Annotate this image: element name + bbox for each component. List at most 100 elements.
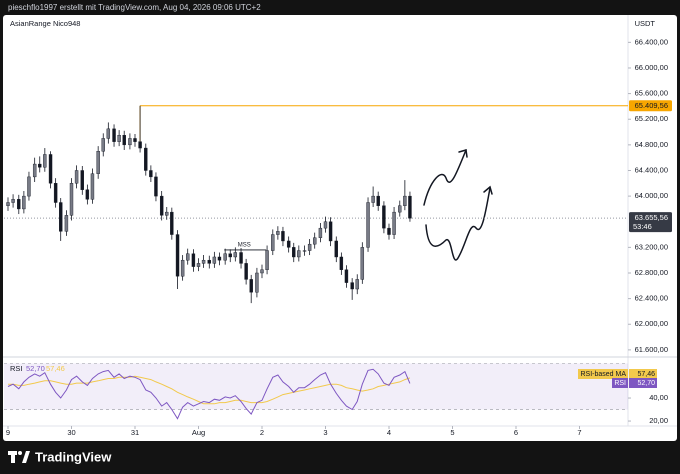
candle-body [312,237,317,245]
candle-body [217,256,222,261]
candle-body [355,279,359,290]
logo-shape [18,451,22,455]
candle-body [11,199,15,203]
x-tick-label: 5 [450,428,454,437]
rsi-ma-value: 57,46 [46,364,65,373]
header-text: pieschflo1997 erstellt mit TradingView.c… [8,3,261,12]
logo-shape [8,451,17,455]
y-tick-label: 62.800,00 [635,268,668,277]
candle-body [6,202,10,206]
x-tick-label: 4 [387,428,391,437]
candle-body [106,128,111,139]
candle-body [281,231,285,242]
rsi-value: 52,70 [26,364,45,373]
candle-body [128,138,132,146]
candle-body [302,250,307,252]
candle-body [165,211,169,216]
candle-body [276,231,280,235]
candle-body [133,138,137,142]
candle-body [17,199,21,210]
candle-body [244,263,248,280]
candle-body [408,195,412,219]
rsi-line [8,375,411,405]
rsi-legend-name-box [612,378,628,388]
candle-body [212,256,217,264]
candle-body [201,259,206,264]
x-tick-label: 31 [131,428,139,437]
candle-body [328,221,333,242]
x-tick-label: Aug [192,428,205,437]
candle-body [265,250,269,270]
candle-body [170,211,174,235]
candle-body [196,263,201,267]
candle-body [360,247,365,280]
logo-shape [22,451,30,463]
candle-body [371,195,375,203]
arrow-path [425,187,491,261]
candle-body [366,202,370,248]
candle-body [159,195,164,216]
candle-body [191,253,196,267]
candle-body [69,183,74,216]
candle-body [32,163,37,178]
candle-body [48,154,53,184]
candle-body [255,272,259,293]
last-price-label: 63.655,56 [635,213,668,222]
candle-body [186,253,190,261]
y-tick-label: 64.000,00 [635,191,668,200]
candle-body [382,205,386,229]
candle-body [144,147,148,171]
rsi-y-tick-label: 40,00 [649,393,668,402]
candle-body [271,234,275,251]
candle-body [292,247,296,258]
y-tick-label: 65.200,00 [635,114,668,123]
rsi-band [4,363,628,410]
last-price-box [629,212,672,233]
candle-body [90,173,95,200]
currency: USDT [635,19,656,28]
candle-body [59,202,63,232]
candle-body [175,234,180,277]
rsi-legend-name: RSI-based MA [580,371,626,378]
tv-logo [8,451,30,463]
y-tick-label: 64.400,00 [635,165,668,174]
candle-body [149,170,153,178]
candle-body [239,252,243,264]
rsi-legend-value-box [629,369,657,379]
candle-body [154,176,158,197]
x-tick-label: 2 [260,428,264,437]
rsi-line [7,368,411,420]
arrow-path [423,149,467,206]
candle-body [22,195,26,210]
candle-body [138,141,142,149]
rsi-name: RSI [10,364,23,373]
candle-body [350,282,354,290]
x-tick-label: 30 [67,428,75,437]
x-tick-label: 7 [577,428,581,437]
candle-body [398,205,402,213]
candle-body [80,170,84,190]
arrow-head [483,185,493,195]
candle-body [334,240,338,258]
candle-body [53,183,58,203]
y-tick-label: 63.200,00 [635,242,668,251]
logo-shape [11,455,15,463]
candle-body [249,279,253,293]
candle-body [392,211,396,235]
arrow-head [458,149,468,158]
candle-body [27,176,31,197]
candle-body [74,170,79,184]
candle-body [297,250,301,258]
candle-body [344,269,349,283]
y-tick-label: 66.400,00 [635,37,668,46]
y-tick-label: 64.800,00 [635,140,668,149]
candle-body [38,163,42,168]
chart-title: AsianRange Nico948 [10,19,80,28]
rsi-legend-name: RSI [614,380,626,387]
candle-body [112,128,116,142]
rsi-legend-value: 57,46 [637,371,655,378]
candle-body [122,135,126,146]
candle-body [43,154,47,168]
